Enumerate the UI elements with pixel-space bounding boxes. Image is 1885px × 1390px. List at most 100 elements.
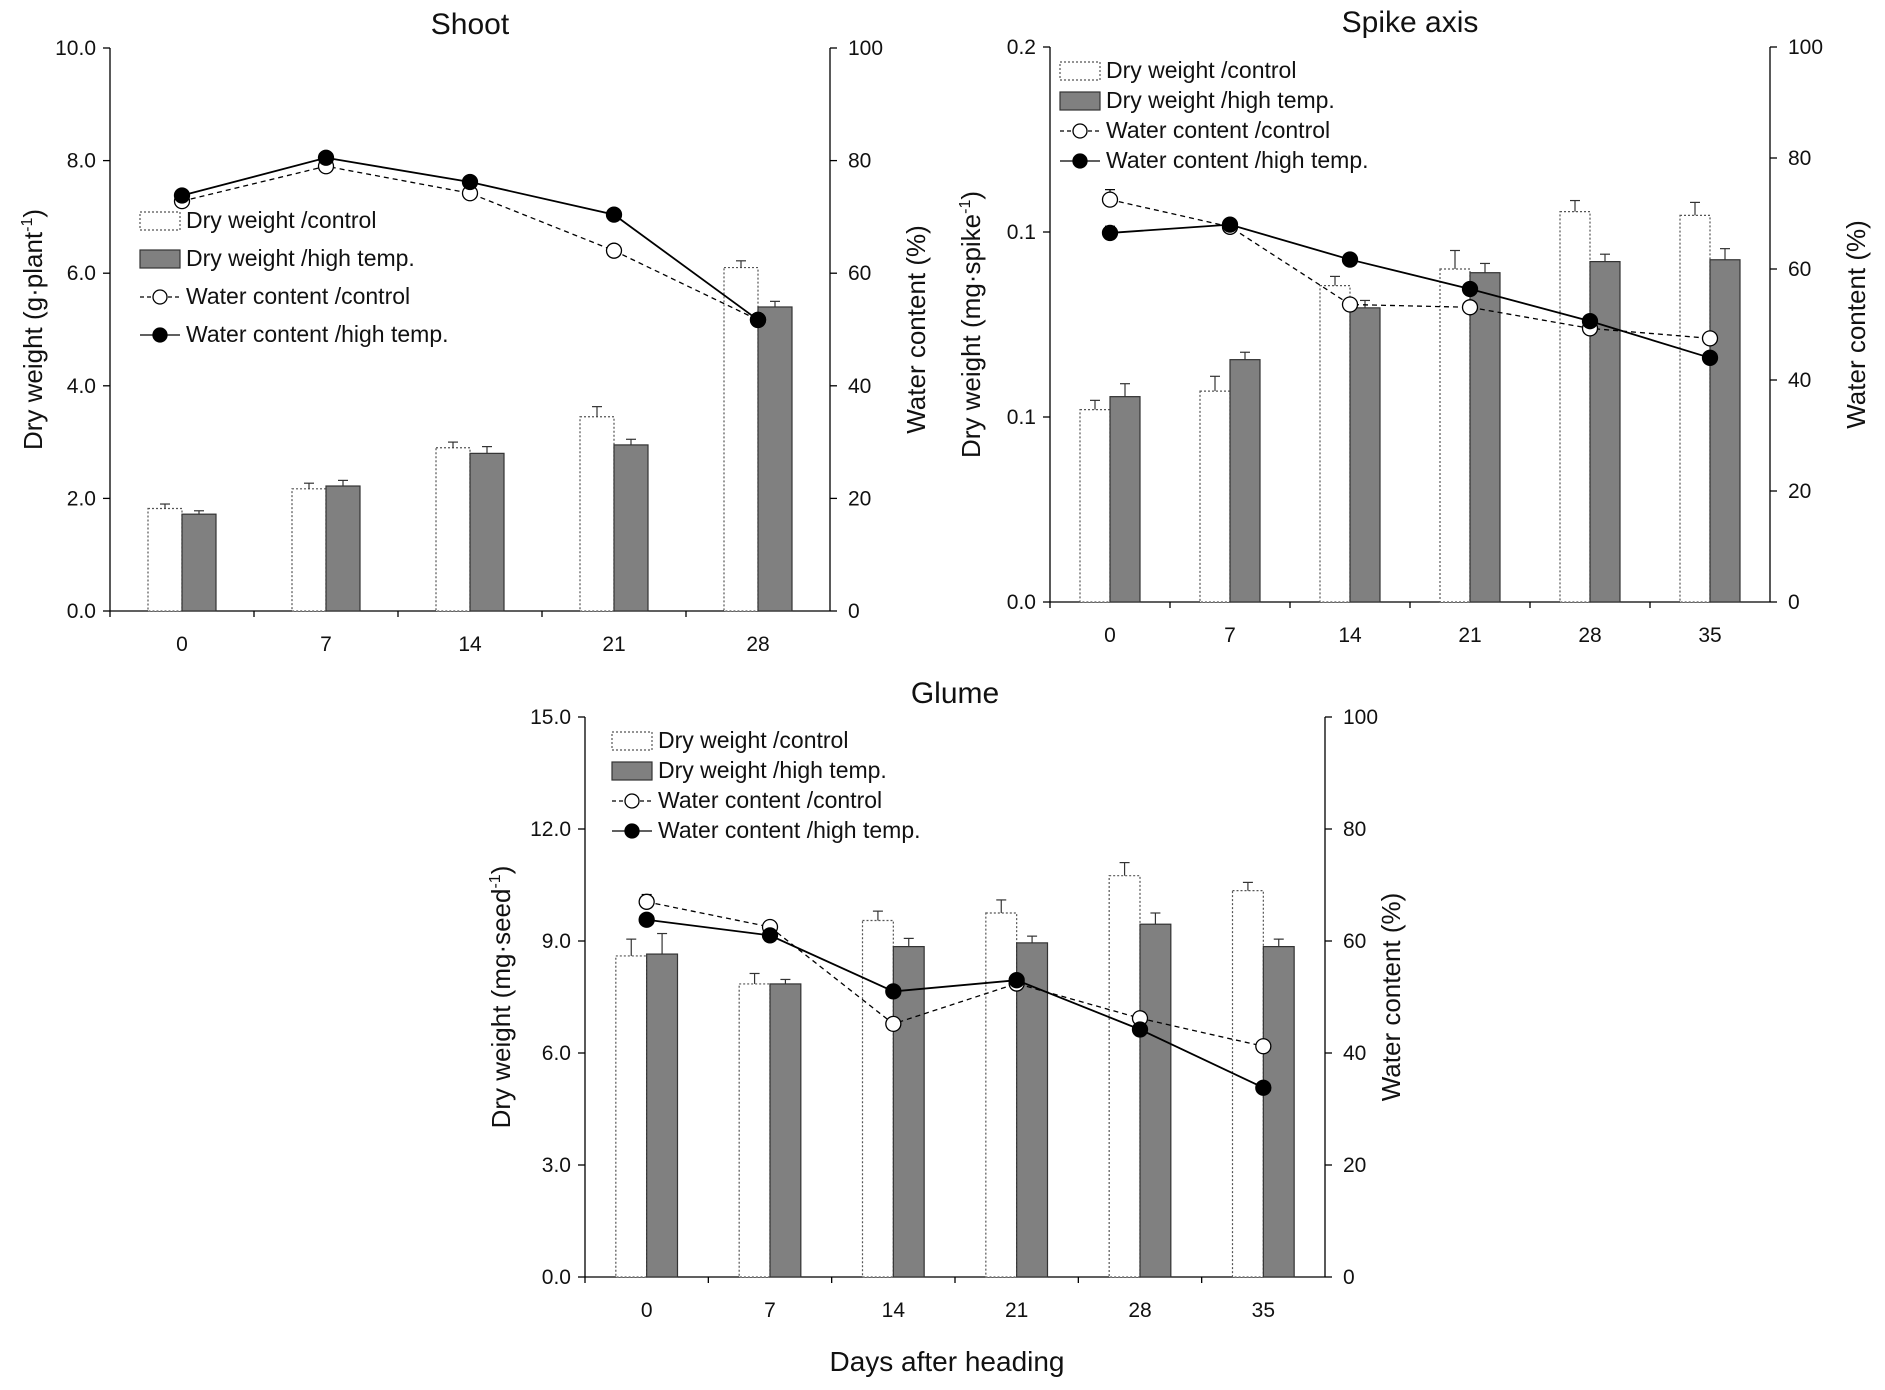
right-y-tick-label: 40 [1788, 369, 1811, 392]
bar-dry-high-temp [1262, 945, 1295, 1278]
x-tick-label: 21 [602, 633, 625, 656]
legend-label: Dry weight /control [186, 207, 376, 233]
legend-label: Water content /high temp. [186, 321, 449, 347]
chart-title: Glume [911, 677, 999, 710]
left-y-tick-label: 0.2 [1007, 36, 1036, 59]
left-y-tick-label: 8.0 [67, 150, 96, 173]
point-water-high-temp [1131, 1021, 1149, 1038]
left-y-tick-label: 0.0 [542, 1266, 571, 1289]
y-axis-label: Dry weight (g·plant-1) [18, 209, 48, 450]
left-y-tick-label: 10.0 [55, 37, 96, 60]
right-y-tick-label: 80 [1343, 818, 1366, 841]
chart-glume: Glume 0.0 3.0 6.0 9.0 12.0 15.0 0 20 40 60 80 100 0 7 1… [486, 677, 1406, 1322]
point-water-high-temp [1341, 251, 1359, 268]
legend-label: Dry weight /control [658, 727, 848, 753]
legend-swatch [611, 731, 653, 751]
line-water-high-temp [1109, 223, 1711, 359]
point-water-high-temp [461, 173, 479, 191]
bar-dry-control [147, 507, 183, 612]
x-tick-label: 21 [1458, 624, 1481, 647]
point-water-high-temp [317, 149, 335, 166]
left-y-tick-label: 6.0 [542, 1042, 571, 1065]
point-water-high-temp [1461, 280, 1479, 298]
point-water-high-temp [1581, 313, 1599, 330]
right-y-tick-label: 60 [1343, 930, 1366, 953]
left-y-tick-label: 3.0 [542, 1154, 571, 1177]
legend-swatch [139, 249, 181, 269]
point-water-high-temp [885, 983, 902, 1000]
bar-dry-control [1079, 409, 1111, 603]
y-axis-label: Dry weight (mg·spike-1) [956, 191, 986, 458]
bar-dry-high-temp [757, 306, 793, 612]
x-tick-label: 0 [176, 633, 188, 656]
right-y-tick-label: 0 [848, 600, 860, 623]
x-tick-label: 28 [1128, 1299, 1151, 1322]
bar-dry-high-temp [1349, 307, 1381, 603]
right-y-tick-label: 0 [1343, 1266, 1355, 1289]
bar-dry-control [291, 488, 327, 612]
bar-dry-control [1559, 211, 1591, 603]
bar-dry-high-temp [769, 983, 802, 1278]
legend-marker [1072, 123, 1088, 139]
legend-marker [1072, 153, 1088, 169]
bar-dry-high-temp [469, 452, 505, 612]
y-axis-label: Dry weight (mg·seed-1) [486, 866, 516, 1129]
x-tick-label: 35 [1698, 624, 1721, 647]
point-water-control [1101, 191, 1119, 208]
left-y-tick-label: 9.0 [542, 930, 571, 953]
legend-marker [152, 327, 168, 343]
bar-dry-control [1679, 214, 1711, 603]
legend-label: Dry weight /high temp. [658, 757, 887, 783]
bar-dry-high-temp [1139, 923, 1172, 1278]
x-tick-label: 14 [1338, 624, 1362, 647]
bar-dry-high-temp [1589, 261, 1621, 603]
x-tick-label: 7 [1224, 624, 1236, 647]
point-water-control [1701, 330, 1719, 347]
left-y-tick-label: 15.0 [530, 706, 571, 729]
right-y-tick-label: 100 [1343, 706, 1378, 729]
point-water-high-temp [173, 187, 191, 204]
bar-dry-control [1108, 875, 1141, 1278]
chart-title: Shoot [431, 8, 510, 41]
legend-label: Dry weight /control [1106, 57, 1296, 83]
x-tick-label: 7 [764, 1299, 776, 1322]
x-tick-label: 7 [320, 633, 332, 656]
right-y-tick-label: 100 [848, 37, 883, 60]
left-y-tick-label: 0.1 [1007, 221, 1036, 244]
left-y-tick-label: 12.0 [530, 818, 571, 841]
bar-dry-control [1199, 390, 1231, 603]
y2-axis-label: Water content (%) [1841, 220, 1871, 429]
bar-dry-high-temp [181, 513, 217, 612]
bar-dry-control [435, 447, 471, 612]
point-water-high-temp [1701, 349, 1719, 366]
point-water-high-temp [1255, 1079, 1272, 1096]
point-water-high-temp [749, 311, 767, 329]
right-y-tick-label: 20 [1343, 1154, 1366, 1177]
x-tick-label: 0 [641, 1299, 653, 1322]
bar-dry-control [579, 416, 615, 612]
point-water-high-temp [605, 206, 623, 223]
bar-dry-high-temp [613, 444, 649, 612]
legend-label: Water content /control [186, 283, 410, 309]
point-water-high-temp [1101, 224, 1119, 242]
right-y-tick-label: 40 [1343, 1042, 1366, 1065]
legend-label: Water content /high temp. [658, 817, 921, 843]
right-y-tick-label: 60 [848, 262, 871, 285]
right-y-tick-label: 80 [848, 150, 871, 173]
chart-title: Spike axis [1342, 6, 1479, 39]
point-water-control [638, 893, 655, 910]
legend-swatch [1059, 91, 1101, 111]
right-y-tick-label: 60 [1788, 258, 1811, 281]
right-y-tick-label: 40 [848, 375, 871, 398]
bar-dry-high-temp [1016, 942, 1049, 1278]
bar-dry-high-temp [646, 953, 679, 1278]
point-water-high-temp [1008, 972, 1025, 989]
left-y-tick-label: 6.0 [67, 262, 96, 285]
point-water-control [1461, 299, 1479, 316]
shared-x-axis-label: Days after heading [829, 1346, 1064, 1377]
bar-dry-control [985, 912, 1018, 1278]
point-water-control [1255, 1038, 1272, 1055]
bar-dry-control [1319, 285, 1351, 603]
bar-dry-high-temp [1709, 259, 1741, 603]
right-y-tick-label: 20 [848, 487, 871, 510]
